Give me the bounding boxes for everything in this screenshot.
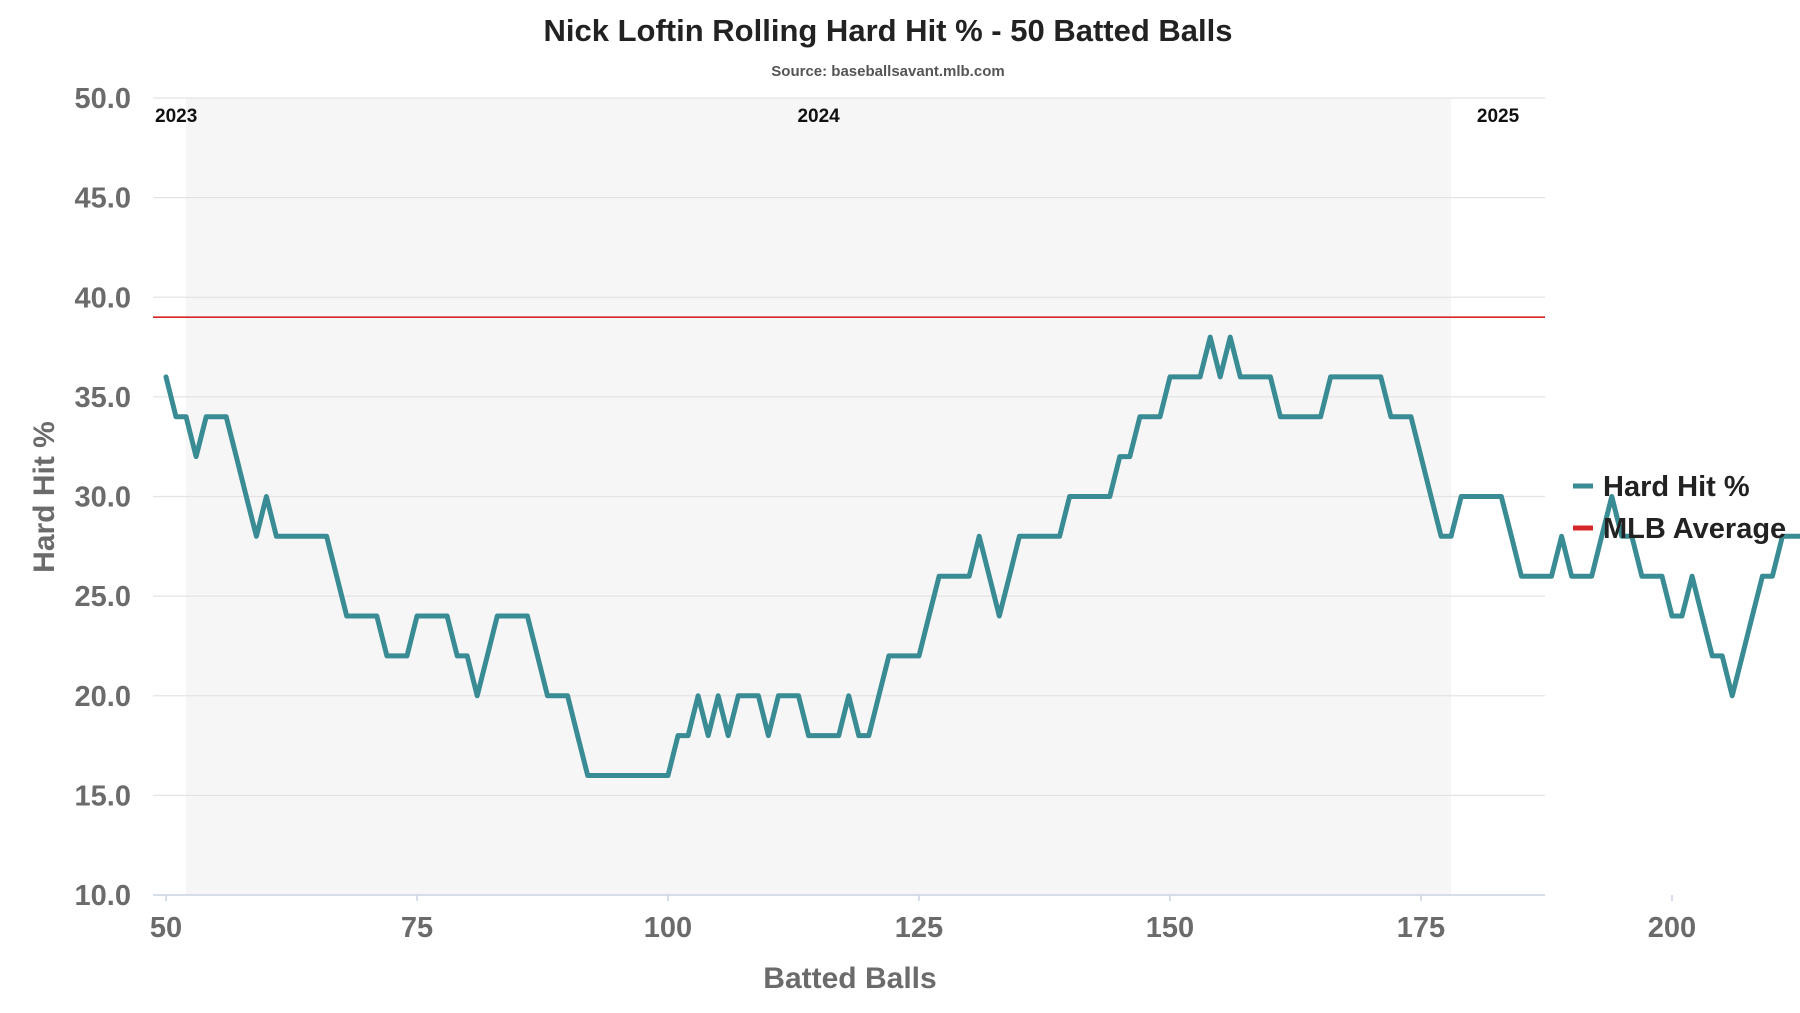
x-tick-label: 175 bbox=[1397, 912, 1445, 944]
y-tick-label: 15.0 bbox=[75, 780, 131, 812]
x-tick-label: 125 bbox=[895, 912, 943, 944]
x-tick-label: 200 bbox=[1648, 912, 1696, 944]
y-tick-label: 25.0 bbox=[75, 581, 131, 613]
y-tick-label: 20.0 bbox=[75, 681, 131, 713]
series-lines bbox=[153, 316, 1800, 778]
x-axis-label: Batted Balls bbox=[763, 962, 936, 995]
chart-title: Nick Loftin Rolling Hard Hit % - 50 Batt… bbox=[544, 13, 1233, 48]
x-tick-label: 75 bbox=[401, 912, 433, 944]
season-label-2025: 2025 bbox=[1477, 106, 1520, 127]
legend-label: Hard Hit % bbox=[1603, 471, 1750, 503]
season-label-2023: 2023 bbox=[155, 106, 197, 127]
y-tick-label: 40.0 bbox=[75, 282, 131, 314]
x-axis-ticks: 5075100125150175200225250275300 bbox=[150, 895, 1696, 944]
legend-label: MLB Average bbox=[1603, 513, 1786, 545]
x-tick-label: 50 bbox=[150, 912, 182, 944]
x-tick-label: 150 bbox=[1146, 912, 1194, 944]
y-axis-ticks: 10.0 15.0 20.0 25.0 30.0 35.0 40.0 45.0 50.0 bbox=[75, 83, 131, 912]
season-labels: 2023 2024 2025 bbox=[155, 106, 1520, 127]
y-tick-label: 35.0 bbox=[75, 382, 131, 414]
legend: Hard Hit % MLB Average bbox=[1573, 471, 1786, 545]
x-tick-label: 100 bbox=[644, 912, 692, 944]
chart-subtitle: Source: baseballsavant.mlb.com bbox=[771, 63, 1004, 80]
y-tick-label: 45.0 bbox=[75, 183, 131, 215]
y-tick-label: 10.0 bbox=[75, 880, 131, 912]
y-tick-label: 50.0 bbox=[75, 83, 131, 115]
series-line-hard-hit bbox=[163, 334, 1800, 778]
y-axis-label: Hard Hit % bbox=[28, 421, 61, 573]
season-label-2024: 2024 bbox=[797, 106, 840, 127]
y-tick-label: 30.0 bbox=[75, 482, 131, 514]
